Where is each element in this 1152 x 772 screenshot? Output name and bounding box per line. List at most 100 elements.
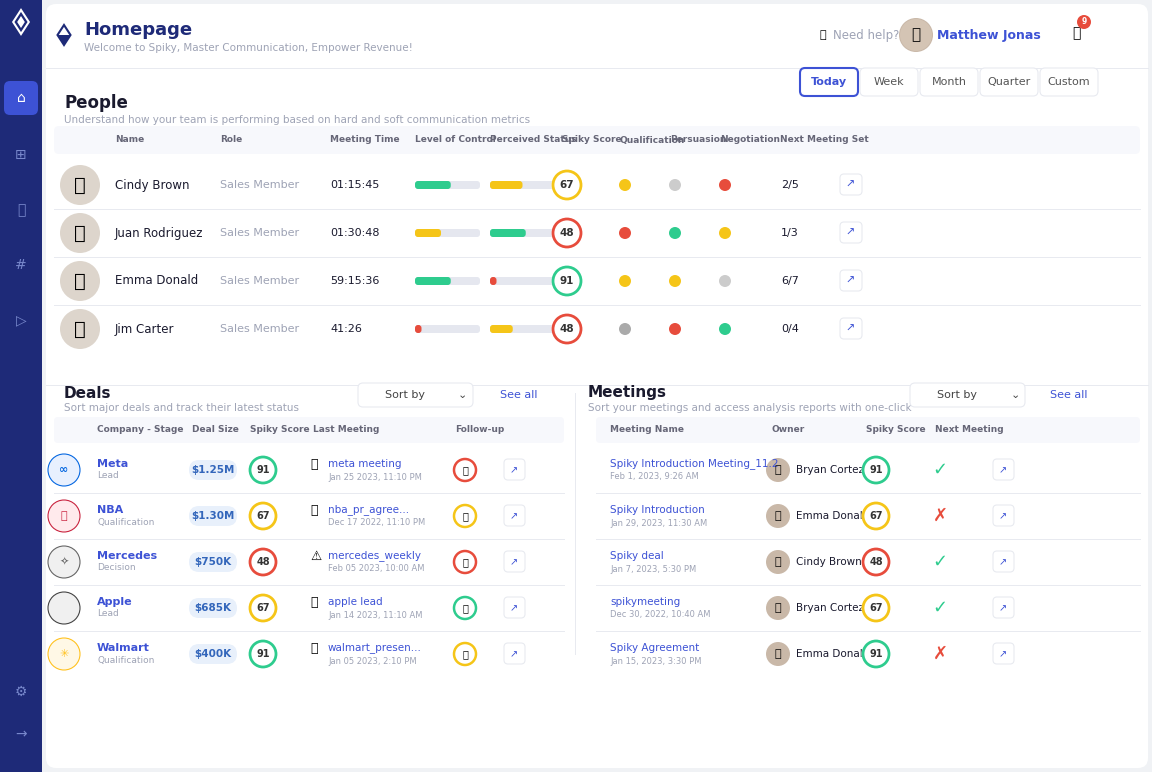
FancyBboxPatch shape bbox=[415, 277, 450, 285]
Text: Welcome to Spiky, Master Communication, Empower Revenue!: Welcome to Spiky, Master Communication, … bbox=[84, 43, 412, 53]
Text: Lead: Lead bbox=[97, 472, 119, 480]
Text: ✗: ✗ bbox=[932, 507, 948, 525]
Text: ↗: ↗ bbox=[846, 228, 855, 238]
Text: Spiky Introduction: Spiky Introduction bbox=[611, 505, 705, 515]
Text: $685K: $685K bbox=[195, 603, 232, 613]
Circle shape bbox=[669, 323, 681, 335]
Text: 91: 91 bbox=[256, 465, 270, 475]
Text: ⚠: ⚠ bbox=[310, 550, 321, 563]
Circle shape bbox=[619, 227, 631, 239]
Circle shape bbox=[552, 218, 583, 249]
Circle shape bbox=[862, 639, 890, 669]
Text: Matthew Jonas: Matthew Jonas bbox=[937, 29, 1040, 42]
Text: 91: 91 bbox=[870, 465, 882, 475]
Text: 67: 67 bbox=[560, 180, 575, 190]
Text: Emma Donald: Emma Donald bbox=[115, 275, 198, 287]
Text: Jan 7, 2023, 5:30 PM: Jan 7, 2023, 5:30 PM bbox=[611, 564, 696, 574]
FancyBboxPatch shape bbox=[490, 325, 513, 333]
FancyBboxPatch shape bbox=[46, 4, 1149, 768]
Text: 🔍: 🔍 bbox=[820, 30, 827, 40]
Text: 👤: 👤 bbox=[774, 465, 781, 475]
Circle shape bbox=[48, 500, 79, 532]
Text: 👥: 👥 bbox=[17, 203, 25, 217]
Text: Today: Today bbox=[811, 77, 847, 87]
Text: ✧: ✧ bbox=[59, 557, 69, 567]
Text: Qualification: Qualification bbox=[97, 655, 154, 665]
Text: Spiky Score: Spiky Score bbox=[250, 425, 310, 435]
FancyBboxPatch shape bbox=[189, 552, 237, 572]
Circle shape bbox=[48, 638, 79, 670]
FancyBboxPatch shape bbox=[993, 551, 1014, 572]
FancyBboxPatch shape bbox=[993, 459, 1014, 480]
Text: Sort major deals and track their latest status: Sort major deals and track their latest … bbox=[65, 403, 300, 413]
Text: 🔑: 🔑 bbox=[310, 503, 318, 516]
Text: ↗: ↗ bbox=[510, 649, 518, 659]
Text: 🔑: 🔑 bbox=[310, 642, 318, 655]
Text: ✓: ✓ bbox=[932, 461, 948, 479]
Text: Next Meeting Set: Next Meeting Set bbox=[780, 136, 869, 144]
FancyBboxPatch shape bbox=[980, 68, 1038, 96]
Text: Spiky deal: Spiky deal bbox=[611, 551, 664, 561]
Text: Persuasion: Persuasion bbox=[670, 136, 727, 144]
FancyBboxPatch shape bbox=[54, 417, 564, 443]
Text: ↗: ↗ bbox=[999, 649, 1007, 659]
Circle shape bbox=[249, 594, 278, 622]
Text: 🚀: 🚀 bbox=[310, 458, 318, 470]
FancyBboxPatch shape bbox=[3, 81, 38, 115]
Text: Jan 25 2023, 11:10 PM: Jan 25 2023, 11:10 PM bbox=[328, 472, 422, 482]
Circle shape bbox=[862, 594, 890, 622]
Text: 48: 48 bbox=[256, 557, 270, 567]
Text: Jan 05 2023, 2:10 PM: Jan 05 2023, 2:10 PM bbox=[328, 656, 417, 665]
Text: 🔔: 🔔 bbox=[1073, 26, 1081, 40]
Text: ↗: ↗ bbox=[846, 324, 855, 334]
Text: Sales Member: Sales Member bbox=[220, 276, 300, 286]
Text: Qualification: Qualification bbox=[620, 136, 685, 144]
FancyBboxPatch shape bbox=[1040, 68, 1098, 96]
FancyBboxPatch shape bbox=[358, 383, 473, 407]
Text: Spiky Score: Spiky Score bbox=[866, 425, 925, 435]
Text: meta meeting: meta meeting bbox=[328, 459, 402, 469]
Circle shape bbox=[719, 275, 732, 287]
Circle shape bbox=[766, 642, 790, 666]
FancyBboxPatch shape bbox=[505, 643, 525, 664]
Text: Juan Rodriguez: Juan Rodriguez bbox=[115, 226, 204, 239]
Circle shape bbox=[862, 547, 890, 577]
FancyBboxPatch shape bbox=[415, 229, 441, 237]
Text: Dec 17 2022, 11:10 PM: Dec 17 2022, 11:10 PM bbox=[328, 519, 425, 527]
Text: ↗: ↗ bbox=[999, 603, 1007, 613]
Text: ✳: ✳ bbox=[59, 649, 69, 659]
Text: mercedes_weekly: mercedes_weekly bbox=[328, 550, 420, 561]
Text: nba_pr_agree...: nba_pr_agree... bbox=[328, 505, 409, 516]
Text: Sort your meetings and access analysis reports with one-click: Sort your meetings and access analysis r… bbox=[588, 403, 911, 413]
Text: walmart_presen...: walmart_presen... bbox=[328, 642, 422, 653]
Text: 🕐: 🕐 bbox=[462, 603, 468, 613]
Text: $750K: $750K bbox=[195, 557, 232, 567]
Text: Meeting Name: Meeting Name bbox=[611, 425, 684, 435]
Text: Follow-up: Follow-up bbox=[455, 425, 505, 435]
Text: Sales Member: Sales Member bbox=[220, 324, 300, 334]
Text: $1.25M: $1.25M bbox=[191, 465, 235, 475]
Circle shape bbox=[60, 213, 100, 253]
Text: ✗: ✗ bbox=[932, 645, 948, 663]
Text: Walmart: Walmart bbox=[97, 643, 150, 653]
FancyBboxPatch shape bbox=[54, 126, 1140, 154]
Circle shape bbox=[48, 546, 79, 578]
Text: Sales Member: Sales Member bbox=[220, 228, 300, 238]
FancyBboxPatch shape bbox=[189, 598, 237, 618]
FancyBboxPatch shape bbox=[920, 68, 978, 96]
Text: spikymeeting: spikymeeting bbox=[611, 597, 680, 607]
Circle shape bbox=[862, 502, 890, 530]
Circle shape bbox=[899, 18, 933, 52]
FancyBboxPatch shape bbox=[490, 181, 555, 189]
Text: Feb 1, 2023, 9:26 AM: Feb 1, 2023, 9:26 AM bbox=[611, 472, 699, 482]
Circle shape bbox=[249, 455, 278, 485]
Text: See all: See all bbox=[500, 390, 538, 400]
Text: Lead: Lead bbox=[97, 610, 119, 618]
Text: Mercedes: Mercedes bbox=[97, 551, 157, 561]
FancyBboxPatch shape bbox=[189, 644, 237, 664]
Text: Cindy Brown: Cindy Brown bbox=[796, 557, 862, 567]
FancyBboxPatch shape bbox=[505, 597, 525, 618]
Circle shape bbox=[1077, 15, 1091, 29]
Text: ⌂: ⌂ bbox=[16, 91, 25, 105]
Text: 🕐: 🕐 bbox=[462, 649, 468, 659]
